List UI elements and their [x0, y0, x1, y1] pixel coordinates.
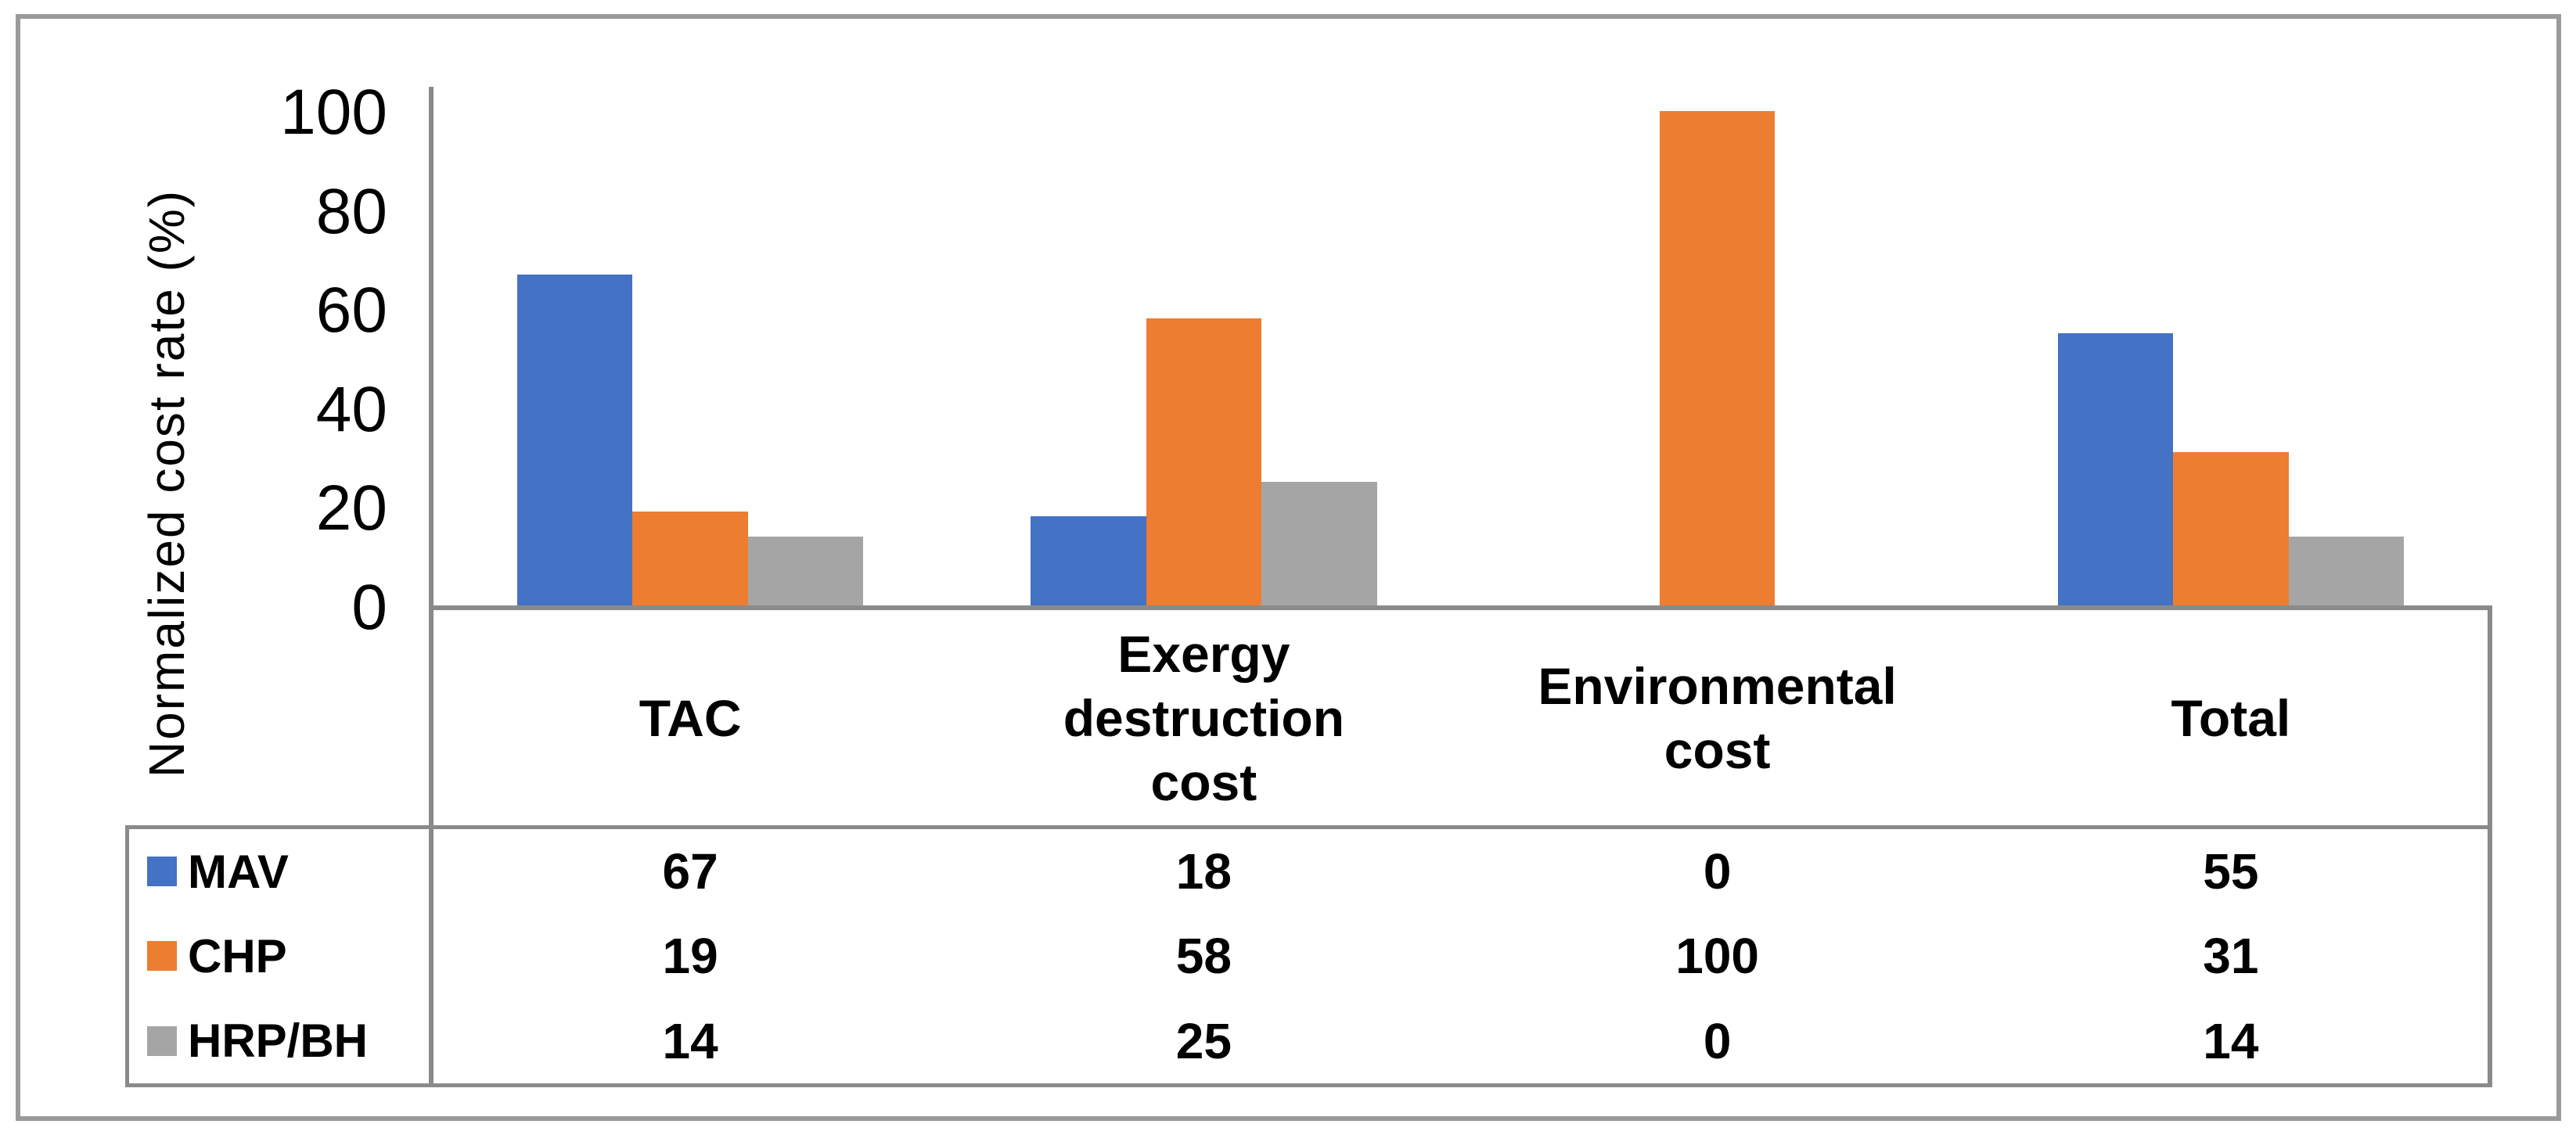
- table-value: 0: [1703, 1012, 1732, 1069]
- y-axis-line: [429, 87, 434, 1087]
- y-tick-label: 0: [351, 572, 387, 643]
- bar-chp: [632, 511, 748, 605]
- y-tick-label: 60: [315, 275, 387, 347]
- legend-cell: HRP/BH: [129, 1014, 434, 1068]
- table-row: HRP/BH 14 25 0 14: [129, 999, 2488, 1083]
- table-value: 0: [1703, 843, 1732, 900]
- legend-swatch-icon: [147, 941, 177, 972]
- bar-cluster: [2057, 111, 2405, 605]
- bar-chp: [1659, 111, 1775, 605]
- legend-cell: MAV: [129, 845, 434, 899]
- chart-outer-frame: [16, 14, 2561, 1121]
- category-label: Environmental cost: [1538, 656, 1897, 779]
- bar-chp: [1146, 318, 1262, 605]
- bar-cluster: [1031, 111, 1377, 605]
- table-value: 19: [662, 928, 718, 985]
- legend-swatch-icon: [147, 857, 177, 887]
- table-left-border: [125, 825, 129, 1087]
- bar-mav: [516, 274, 633, 605]
- table-value: 14: [662, 1012, 718, 1069]
- bar-plot-area: [434, 111, 2488, 605]
- bar-cluster: [516, 111, 864, 605]
- category-label: Total: [2171, 688, 2291, 747]
- y-axis-title: Normalized cost rate (%): [139, 189, 195, 778]
- y-tick-label: 40: [315, 373, 387, 445]
- category-cell: [1461, 111, 1974, 605]
- table-value: 31: [2203, 928, 2259, 985]
- bar-chp: [2173, 452, 2289, 605]
- table-top-border: [125, 825, 2492, 829]
- table-value: 67: [662, 843, 718, 900]
- y-tick-label: 20: [315, 472, 387, 544]
- bar-hrp-bh: [747, 536, 864, 605]
- legend-swatch-icon: [147, 1025, 177, 1056]
- category-label-cell: Environmental cost: [1461, 610, 1974, 825]
- category-label-cell: Exergy destruction cost: [947, 610, 1460, 825]
- category-cell: [434, 111, 947, 605]
- y-tick-label: 80: [315, 175, 387, 247]
- table-value: 55: [2203, 843, 2259, 900]
- category-axis-labels: TAC Exergy destruction cost Environmental …: [434, 610, 2488, 825]
- table-value: 25: [1175, 1012, 1232, 1069]
- table-right-border: [2488, 605, 2492, 1087]
- bar-mav: [1031, 516, 1146, 605]
- table-bottom-border: [125, 1083, 2492, 1087]
- y-tick-label: 100: [280, 77, 387, 148]
- data-table: MAV 67 18 0 55 CHP 19 58 100 31 HRP/BH 14 25 0 14: [129, 829, 2488, 1083]
- category-label-cell: TAC: [434, 610, 947, 825]
- category-label: TAC: [639, 688, 742, 747]
- category-label: Exergy destruction cost: [1063, 624, 1345, 811]
- table-row: MAV 67 18 0 55: [129, 829, 2488, 914]
- category-cell: [947, 111, 1460, 605]
- table-value: 18: [1175, 843, 1232, 900]
- table-value: 58: [1175, 928, 1232, 985]
- category-label-cell: Total: [1974, 610, 2488, 825]
- bar-hrp-bh: [2288, 536, 2405, 605]
- x-axis-baseline: [429, 605, 2492, 610]
- table-value: 14: [2203, 1012, 2259, 1069]
- bar-mav: [2057, 333, 2174, 605]
- series-name: MAV: [188, 845, 289, 898]
- bar-hrp-bh: [1261, 482, 1377, 605]
- series-name: CHP: [188, 929, 287, 982]
- series-name: HRP/BH: [188, 1015, 369, 1068]
- category-cell: [1974, 111, 2488, 605]
- legend-cell: CHP: [129, 929, 434, 983]
- table-row: CHP 19 58 100 31: [129, 914, 2488, 998]
- bar-cluster: [1544, 111, 1890, 605]
- table-value: 100: [1675, 928, 1760, 985]
